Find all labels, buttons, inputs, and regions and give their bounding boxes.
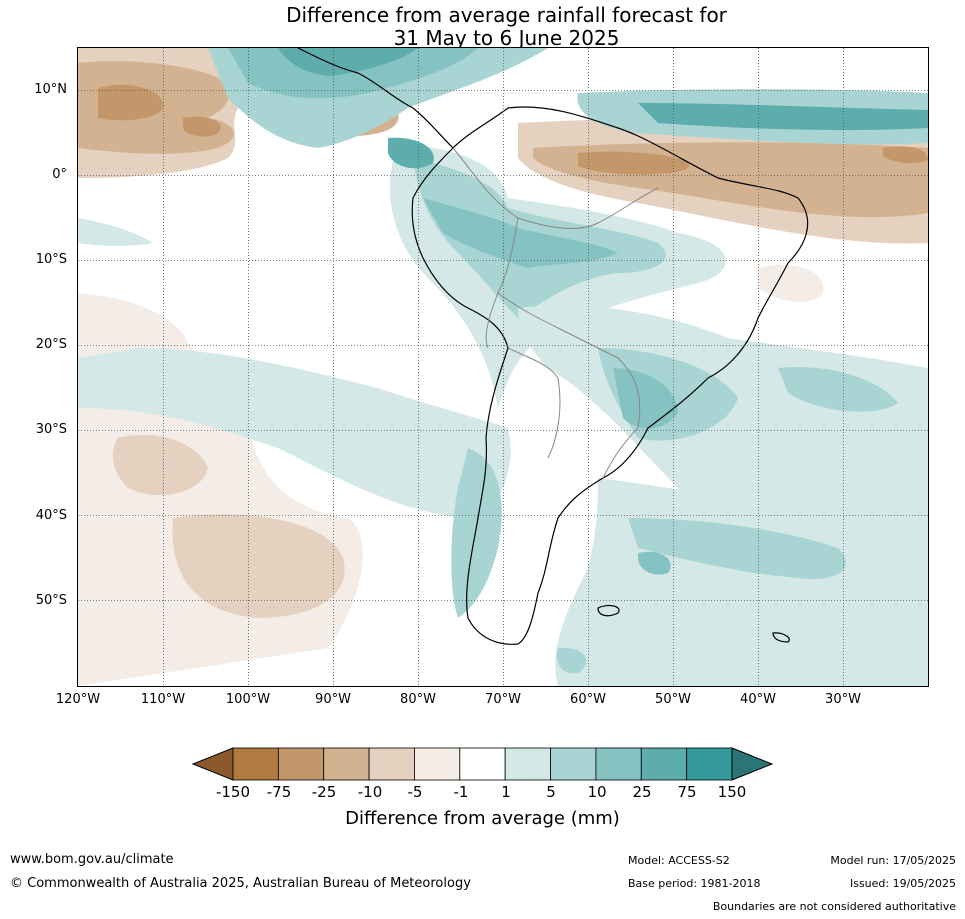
colorbar-segment — [459, 747, 506, 781]
colorbar-tick: 5 — [546, 783, 556, 801]
wet-anomaly-areas — [78, 48, 928, 686]
colorbar-tick: -1 — [453, 783, 469, 801]
graticule — [78, 48, 928, 686]
footer-model: Model: ACCESS-S2 — [628, 854, 730, 867]
colorbar-segment — [414, 747, 461, 781]
colorbar-segment — [686, 747, 733, 781]
map-canvas — [78, 48, 928, 686]
footer-model-run: Model run: 17/05/2025 — [830, 854, 956, 867]
colorbar-tick: -150 — [215, 783, 251, 801]
colorbar-tick: 25 — [632, 783, 652, 801]
colorbar-tick: -10 — [357, 783, 383, 801]
colorbar-tick: -5 — [407, 783, 423, 801]
colorbar-tick: -25 — [311, 783, 337, 801]
colorbar-segments — [232, 747, 733, 781]
colorbar-segment — [232, 747, 279, 781]
lon-label-80w: 80°W — [400, 692, 436, 707]
lon-label-110w: 110°W — [140, 692, 186, 707]
lon-label-50w: 50°W — [655, 692, 691, 707]
lon-label-100w: 100°W — [225, 692, 271, 707]
colorbar-label: Difference from average (mm) — [345, 808, 620, 829]
colorbar-low-extend — [191, 747, 234, 781]
colorbar-segment — [595, 747, 642, 781]
colorbar-segment — [368, 747, 415, 781]
south-america-coastline — [411, 106, 809, 645]
wet-area-southwest-atlantic — [555, 478, 928, 686]
lat-label-20s: 20°S — [35, 337, 67, 352]
colorbar-high-extend — [731, 747, 774, 781]
footer-disclaimer: Boundaries are not considered authoritat… — [712, 900, 956, 913]
colorbar-tick: 75 — [677, 783, 697, 801]
colorbar-segment — [323, 747, 370, 781]
colorbar-segment — [504, 747, 551, 781]
lat-label-0: 0° — [52, 167, 67, 182]
lon-label-70w: 70°W — [485, 692, 521, 707]
colorbar-segment — [277, 747, 325, 781]
lat-label-30s: 30°S — [35, 422, 67, 437]
lon-label-90w: 90°W — [315, 692, 351, 707]
lat-label-40s: 40°S — [35, 508, 67, 523]
footer-copyright: © Commonwealth of Australia 2025, Austra… — [10, 876, 471, 891]
map-title-line1: Difference from average rainfall forecas… — [286, 3, 727, 27]
coastlines — [297, 48, 809, 645]
colorbar — [191, 747, 774, 781]
colorbar-segment — [550, 747, 597, 781]
central-america-coastline — [297, 48, 454, 149]
map-title: Difference from average rainfall forecas… — [0, 4, 965, 50]
lon-label-120w: 120°W — [55, 692, 101, 707]
colorbar-segment — [640, 747, 688, 781]
lat-label-50s: 50°S — [35, 593, 67, 608]
footer-url: www.bom.gov.au/climate — [10, 852, 174, 867]
lon-label-30w: 30°W — [825, 692, 861, 707]
colorbar-tick: -75 — [266, 783, 292, 801]
lon-label-60w: 60°W — [570, 692, 606, 707]
country-boundaries — [452, 147, 659, 479]
lat-label-10s: 10°S — [35, 252, 67, 267]
colorbar-tick: 10 — [587, 783, 607, 801]
lat-label-10n: 10°N — [34, 82, 67, 97]
lon-label-40w: 40°W — [740, 692, 776, 707]
colorbar-tick: 150 — [717, 783, 747, 801]
colorbar-tick: 1 — [501, 783, 511, 801]
rainfall-anomaly-map — [77, 47, 929, 687]
map-title-line2: 31 May to 6 June 2025 — [393, 26, 620, 50]
footer-base-period: Base period: 1981-2018 — [628, 877, 761, 890]
footer-issued: Issued: 19/05/2025 — [849, 877, 956, 890]
